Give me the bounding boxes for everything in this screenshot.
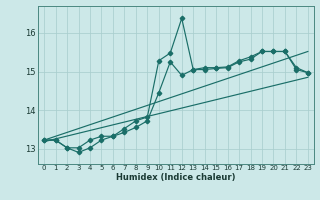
X-axis label: Humidex (Indice chaleur): Humidex (Indice chaleur) (116, 173, 236, 182)
